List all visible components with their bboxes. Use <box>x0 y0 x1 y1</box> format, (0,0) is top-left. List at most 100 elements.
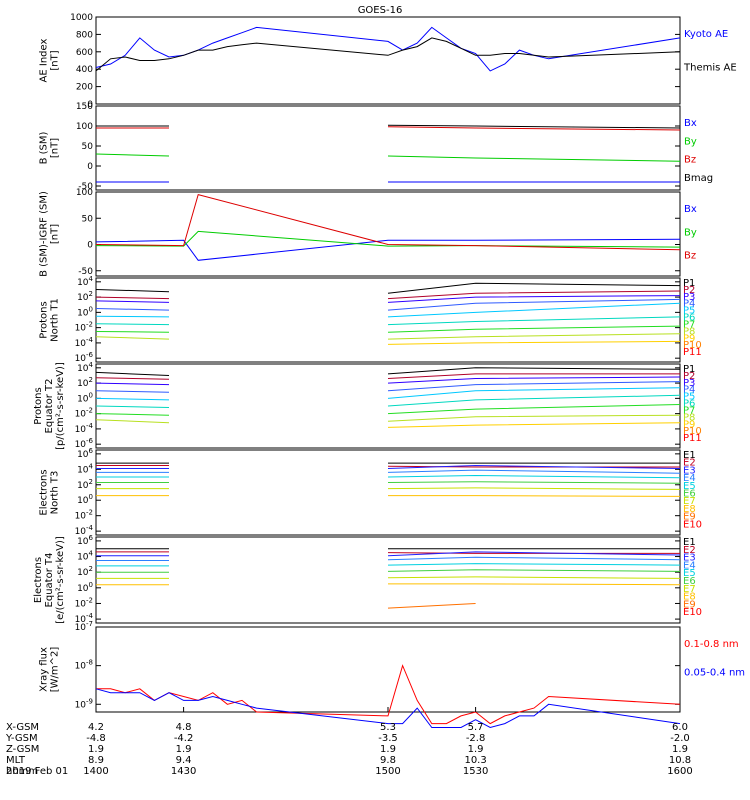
legend-entry: P5 <box>683 392 695 403</box>
y-tick-label: 102 <box>77 565 93 578</box>
x-tick-value: 1430 <box>171 766 196 777</box>
legend-entry: E5 <box>683 481 696 492</box>
series-p9 <box>387 340 681 345</box>
series-p7 <box>95 325 681 333</box>
x-row-label: hhmm <box>6 766 38 777</box>
series-e8 <box>96 495 681 497</box>
y-tick-label: 0 <box>87 162 93 172</box>
x-tick-value: -4.2 <box>174 733 194 744</box>
legend-entry: P7 <box>683 319 695 330</box>
legend-entry: P10 <box>683 340 702 351</box>
legend-entry: E7 <box>683 496 696 507</box>
series-e3 <box>96 551 681 557</box>
x-tick-value: -2.8 <box>466 733 486 744</box>
legend-entry: E2 <box>683 458 696 469</box>
y-axis-label: B (SM)-IGRF (SM) <box>39 191 50 277</box>
y-axis-label: Electrons <box>33 557 44 603</box>
series-p6 <box>95 394 681 408</box>
legend-entry: P4 <box>683 299 695 310</box>
legend-entry: P8 <box>683 326 695 337</box>
y-tick-label: 10-6 <box>75 351 94 364</box>
y-axis-label: [W/m^2] <box>50 647 61 693</box>
series-0-1-0-8-nm <box>96 664 681 725</box>
series-bz <box>96 126 681 131</box>
series-p2 <box>95 290 681 300</box>
legend-entry: E4 <box>683 560 696 571</box>
panel-bi: 100 50 0 -50 B (SM)-IGRF (SM) [nT] Bx By Bz <box>39 188 697 277</box>
legend-entry: Themis AE <box>683 62 737 73</box>
legend-entry: P3 <box>683 292 695 303</box>
series-e3 <box>96 464 681 469</box>
panel-p1: 104 102 100 10-2 10-4 10-6 Protons North T1 P1P2… <box>39 275 702 364</box>
series-e2 <box>96 551 680 554</box>
series-e4 <box>96 556 681 561</box>
y-tick-label: 10-2 <box>75 321 93 334</box>
y-tick-label: 10-2 <box>75 407 93 420</box>
legend-entry: E6 <box>683 576 696 587</box>
x-row-label: MLT <box>6 755 26 766</box>
x-tick-value: 4.2 <box>88 722 104 733</box>
legend-entry: E8 <box>683 504 696 515</box>
y-axis-label: Equator T4 <box>44 553 55 608</box>
x-tick-value: 8.9 <box>88 755 104 766</box>
y-axis-label: [nT] <box>50 138 61 158</box>
y-tick-label: 50 <box>82 142 94 152</box>
legend-entry: P2 <box>683 285 695 296</box>
date-label: 2019 Feb 01 <box>6 766 68 777</box>
legend-entry: Bmag <box>684 173 713 184</box>
x-tick-value: 5.3 <box>380 722 396 733</box>
panel-frame <box>95 449 681 536</box>
series-bmag <box>96 124 681 129</box>
y-axis-label: [nT] <box>50 224 61 244</box>
x-tick-value: -4.8 <box>86 733 106 744</box>
y-tick-label: 104 <box>77 275 93 288</box>
y-axis-label: North T1 <box>50 298 61 342</box>
y-tick-label: 104 <box>77 462 93 475</box>
x-tick-value: -3.5 <box>378 733 398 744</box>
y-tick-label: 10-8 <box>75 659 93 672</box>
legend-entry: E2 <box>683 545 696 556</box>
legend-entry: P6 <box>683 313 695 324</box>
x-row-label: Y-GSM <box>5 733 38 744</box>
series-e7 <box>96 487 681 490</box>
y-axis-label: [e/(cm²-s-sr-keV)] <box>55 536 66 624</box>
series-p8 <box>95 414 681 424</box>
x-tick-value: 1.9 <box>672 744 688 755</box>
y-tick-label: 100 <box>76 122 93 132</box>
y-tick-label: 102 <box>77 376 93 389</box>
y-tick-label: 10-2 <box>75 596 93 609</box>
y-axis-label: Equator T2 <box>44 379 55 434</box>
panel-e2: 106 104 102 100 10-2 10-4 Electrons Equator T4[… <box>33 534 702 625</box>
legend-entry: P1 <box>683 278 695 289</box>
legend-entry: P10 <box>683 426 702 437</box>
panel-b: 150 100 50 0 -50 B (SM) [nT] Bx By Bz Bmag <box>39 102 714 192</box>
legend-entry: P11 <box>683 347 702 358</box>
y-tick-label: 100 <box>77 305 93 318</box>
series-bz <box>95 193 681 251</box>
x-tick-value: 10.3 <box>464 755 486 766</box>
series-themis-ae <box>95 37 681 72</box>
legend-entry: 0.1-0.8 nm <box>684 639 739 650</box>
series-e7 <box>96 576 681 579</box>
legend-entry: P9 <box>683 419 695 430</box>
series-e8 <box>96 583 681 586</box>
series-p4 <box>95 298 681 311</box>
x-tick-value: 9.4 <box>176 755 192 766</box>
y-tick-label: 150 <box>76 102 93 112</box>
y-tick-label: 10-9 <box>75 697 93 710</box>
legend-entry: P3 <box>683 378 695 389</box>
x-row-label: X-GSM <box>6 722 39 733</box>
legend-entry: P1 <box>683 364 695 375</box>
legend-entry: P8 <box>683 412 695 423</box>
series-p8 <box>95 333 681 340</box>
legend-entry: E9 <box>683 512 696 523</box>
y-tick-label: 10-4 <box>75 612 94 625</box>
series-p3 <box>95 376 681 386</box>
legend-entry: Bz <box>684 155 696 166</box>
legend-entry: By <box>684 227 697 238</box>
series-e9 <box>387 603 476 609</box>
y-tick-label: 100 <box>77 581 93 594</box>
y-tick-label: 10-4 <box>75 422 94 435</box>
panel-frame <box>95 536 681 624</box>
x-tick-value: 1.9 <box>380 744 396 755</box>
